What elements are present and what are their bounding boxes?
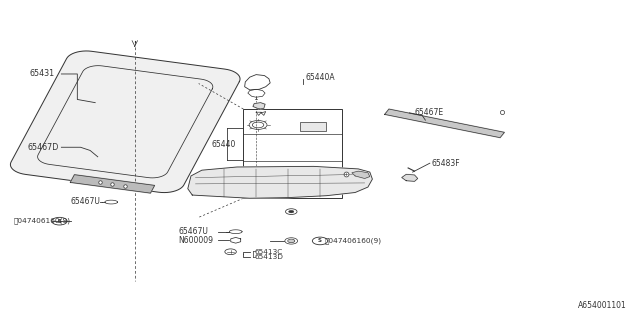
Text: A654001101: A654001101: [578, 301, 627, 310]
Circle shape: [289, 210, 294, 213]
Polygon shape: [385, 109, 504, 138]
Text: 65467D: 65467D: [28, 143, 59, 152]
Text: 65413D: 65413D: [255, 253, 284, 260]
Polygon shape: [188, 166, 372, 198]
Bar: [243, 109, 342, 198]
Polygon shape: [253, 103, 265, 109]
Text: 65440A: 65440A: [305, 73, 335, 82]
Text: 65467E: 65467E: [415, 108, 444, 117]
Text: 65467U: 65467U: [178, 227, 208, 236]
Text: Ⓢ047406160(9): Ⓢ047406160(9): [13, 218, 70, 224]
Text: 65467U: 65467U: [71, 197, 101, 206]
Text: 65483F: 65483F: [432, 159, 460, 168]
Text: N600009: N600009: [178, 236, 213, 245]
Bar: [300, 122, 326, 131]
Text: Ⓢ047406160(9): Ⓢ047406160(9): [324, 238, 381, 244]
Polygon shape: [402, 174, 418, 181]
Polygon shape: [70, 175, 155, 193]
Text: S: S: [318, 238, 322, 244]
Polygon shape: [352, 171, 370, 179]
Text: 65440: 65440: [211, 140, 236, 148]
Text: S: S: [58, 219, 61, 224]
Text: 65413C: 65413C: [255, 249, 283, 255]
Polygon shape: [10, 51, 240, 193]
Text: 65431: 65431: [29, 69, 54, 78]
